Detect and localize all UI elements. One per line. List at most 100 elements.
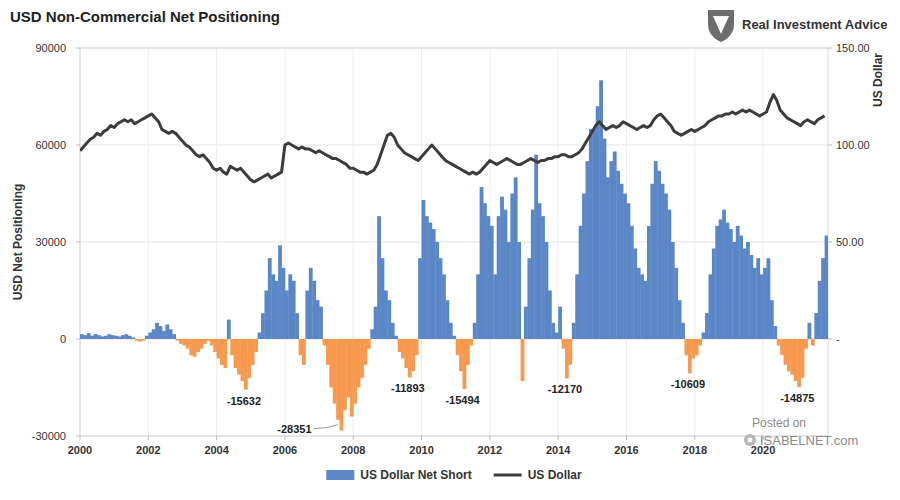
bar (261, 313, 265, 339)
bar (449, 323, 453, 339)
bar (743, 248, 747, 339)
bar (767, 258, 771, 339)
bar (172, 334, 176, 339)
tick-label-y2: 50.00 (836, 236, 864, 248)
bar (340, 339, 344, 431)
bar (514, 177, 518, 339)
annotation-leader (314, 425, 338, 429)
tick-label-x: 2008 (341, 444, 365, 456)
bar (107, 334, 111, 339)
bar (579, 226, 583, 339)
bar (114, 336, 118, 339)
bar (531, 210, 535, 339)
grid-line-x (284, 48, 285, 436)
bar (825, 236, 828, 339)
bar (182, 339, 186, 345)
tick-x (421, 436, 422, 440)
bar (548, 291, 552, 340)
bar (237, 339, 241, 375)
annotation: -12170 (548, 383, 582, 395)
legend-label: US Dollar Net Short (360, 468, 471, 482)
tick-label-y: 60000 (35, 139, 66, 151)
tick-x (558, 436, 559, 440)
bar (264, 291, 268, 340)
bar (551, 323, 555, 339)
bar (97, 335, 101, 339)
bar (346, 339, 350, 397)
bar (316, 300, 320, 339)
bar (678, 300, 682, 339)
bar (357, 339, 361, 388)
background (0, 0, 900, 500)
bar (169, 329, 173, 339)
tick-y2 (828, 242, 832, 243)
bar (80, 334, 84, 339)
bar (538, 203, 542, 339)
bar (391, 323, 395, 339)
bar (309, 268, 313, 339)
bar (545, 242, 549, 339)
bar (275, 281, 279, 339)
tick-label-y: 0 (60, 333, 66, 345)
bar (770, 300, 774, 339)
bar (575, 274, 579, 339)
bar (138, 339, 142, 342)
bar (200, 339, 204, 349)
tick-label-x: 2000 (68, 444, 92, 456)
bar (384, 291, 388, 340)
bar (606, 177, 610, 339)
tick-label-y: 90000 (35, 42, 66, 54)
tick-label-x: 2010 (409, 444, 433, 456)
bar (370, 329, 374, 339)
bar (422, 200, 426, 339)
grid-line-y (80, 145, 828, 146)
bar (186, 339, 190, 349)
bar (203, 339, 207, 344)
plot-frame (80, 48, 828, 436)
bar (251, 339, 255, 365)
bar (726, 223, 730, 339)
bar (241, 339, 245, 381)
bar (336, 339, 340, 420)
annotation: -15632 (227, 395, 261, 407)
bar (387, 300, 391, 339)
bar (790, 339, 794, 375)
legend: US Dollar Net ShortUS Dollar (326, 468, 582, 482)
bar (630, 226, 634, 339)
annotation: -14875 (780, 392, 814, 404)
bar (719, 219, 723, 339)
bar (445, 300, 449, 339)
bar (350, 339, 354, 417)
bar (104, 336, 108, 339)
tick-x (148, 436, 149, 440)
tick-label-y2: 150.00 (836, 42, 870, 54)
bar (664, 194, 668, 340)
bar (589, 129, 593, 339)
bar (353, 339, 357, 404)
bar (87, 333, 91, 339)
bar (193, 339, 197, 357)
bar (729, 229, 733, 339)
bar (674, 268, 678, 339)
source: Real Investment Advice (742, 17, 887, 32)
grid-line-x (216, 48, 217, 436)
bar (712, 248, 716, 339)
bar (398, 339, 402, 352)
bar (271, 274, 275, 339)
bar (374, 307, 378, 339)
tick-y (76, 48, 80, 49)
tick-label-x: 2004 (204, 444, 229, 456)
bar (220, 339, 224, 365)
grid-line-x (763, 48, 764, 436)
tick-label-y: -30000 (32, 430, 66, 442)
bar (500, 197, 504, 339)
bar (524, 307, 528, 339)
bar (230, 339, 234, 355)
bar (497, 216, 501, 339)
bar (746, 242, 750, 339)
bar (394, 336, 398, 339)
grid (80, 48, 828, 436)
bar (312, 281, 316, 339)
bar (302, 339, 306, 365)
bar (763, 268, 767, 339)
